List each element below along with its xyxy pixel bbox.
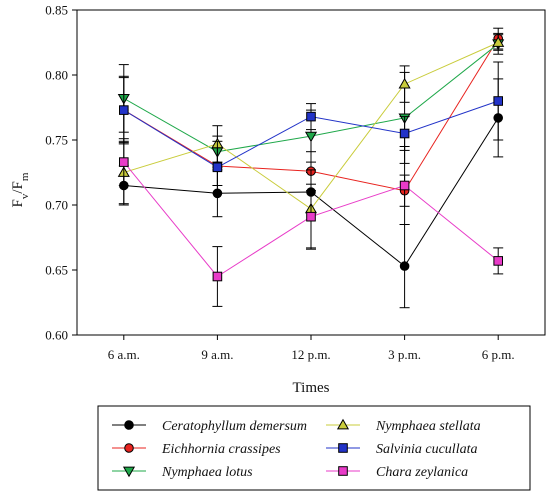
legend-marker	[338, 443, 348, 453]
legend-item: Nymphaea lotus	[112, 465, 253, 480]
data-point	[492, 36, 505, 47]
legend-label: Nymphaea lotus	[161, 465, 253, 480]
legend-label: Chara zeylanica	[376, 465, 468, 480]
legend: Ceratophyllum demersum Eichhornia crassip…	[97, 405, 531, 491]
x-tick-label: 9 a.m.	[201, 347, 233, 362]
data-point	[398, 77, 411, 89]
y-tick-label: 0.85	[45, 3, 68, 18]
data-point	[306, 111, 316, 122]
y-tick-label: 0.80	[45, 68, 68, 83]
legend-item: Ceratophyllum demersum	[112, 419, 307, 434]
axes: 0.60 0.65 0.70 0.75 0.80 0.85 6 a.m. 9 a.m. 12 p…	[45, 3, 546, 362]
data-point	[119, 157, 129, 167]
y-axis-label-slash: /F	[10, 181, 26, 194]
legend-marker	[122, 466, 136, 478]
legend-label: Eichhornia crassipes	[161, 442, 281, 457]
data-point	[399, 180, 410, 191]
y-axis-label: Fv/Fm	[10, 172, 31, 207]
series-5	[118, 138, 504, 307]
legend-marker	[338, 466, 348, 476]
y-axis-label-sub2: m	[19, 172, 31, 181]
x-tick-label: 12 p.m.	[291, 347, 330, 362]
data-point	[493, 96, 503, 106]
legend-marker	[124, 443, 134, 453]
legend-item: Chara zeylanica	[326, 465, 468, 480]
data-point	[212, 271, 223, 282]
data-point	[493, 256, 503, 266]
data-point	[304, 131, 318, 143]
plot-area	[117, 27, 505, 309]
legend-item: Eichhornia crassipes	[112, 442, 281, 457]
x-tick-label: 3 p.m.	[388, 347, 421, 362]
series-2	[117, 32, 505, 168]
data-point	[399, 261, 410, 271]
legend-marker	[124, 420, 134, 430]
y-tick-label: 0.75	[45, 133, 68, 148]
data-point	[119, 105, 129, 115]
series-4	[118, 61, 504, 194]
y-axis-label-sub1: v	[19, 193, 31, 199]
y-tick-label: 0.65	[45, 263, 68, 278]
x-tick-label: 6 p.m.	[482, 347, 515, 362]
y-tick-label: 0.60	[45, 328, 68, 343]
y-axis-label-main: F	[10, 199, 26, 207]
legend-marker	[336, 418, 350, 430]
legend-item: Nymphaea stellata	[326, 418, 481, 434]
x-axis-label: Times	[293, 380, 330, 396]
legend-label: Ceratophyllum demersum	[162, 419, 307, 434]
data-point	[399, 128, 410, 139]
legend-item: Salvinia cucullata	[326, 442, 477, 457]
legend-box	[97, 405, 531, 491]
data-point	[212, 162, 223, 173]
data-point	[306, 211, 316, 222]
legend-label: Nymphaea stellata	[375, 419, 481, 434]
x-tick-label: 6 a.m.	[108, 347, 140, 362]
legend-label: Salvinia cucullata	[376, 442, 477, 457]
y-tick-label: 0.70	[45, 198, 68, 213]
